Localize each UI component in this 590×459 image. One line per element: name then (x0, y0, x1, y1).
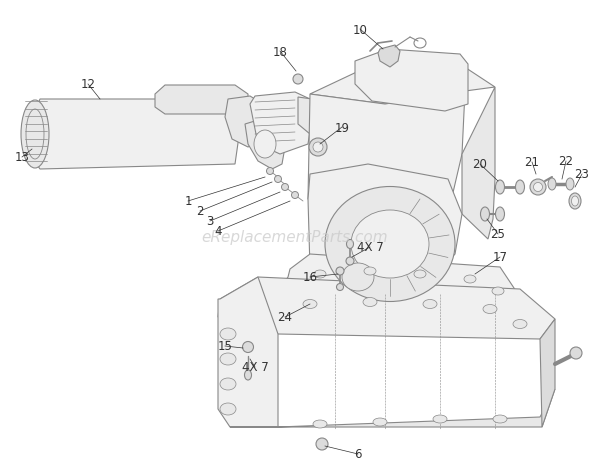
Ellipse shape (336, 284, 343, 291)
Ellipse shape (267, 168, 274, 175)
Ellipse shape (496, 207, 504, 222)
Polygon shape (245, 118, 285, 170)
Polygon shape (155, 86, 248, 115)
Ellipse shape (493, 415, 507, 423)
Polygon shape (225, 97, 272, 148)
Ellipse shape (363, 298, 377, 307)
Ellipse shape (336, 268, 344, 275)
Text: 2: 2 (196, 205, 204, 218)
Text: 25: 25 (490, 228, 506, 241)
Ellipse shape (492, 287, 504, 295)
Ellipse shape (220, 403, 236, 415)
Ellipse shape (325, 187, 455, 302)
Text: 23: 23 (575, 168, 589, 181)
Text: 18: 18 (273, 45, 287, 58)
Text: 10: 10 (353, 23, 368, 36)
Ellipse shape (483, 305, 497, 314)
Ellipse shape (566, 179, 574, 190)
Ellipse shape (464, 275, 476, 283)
Text: 12: 12 (80, 78, 96, 91)
Ellipse shape (281, 184, 289, 191)
Polygon shape (22, 100, 240, 170)
Ellipse shape (220, 328, 236, 340)
Ellipse shape (569, 194, 581, 210)
Text: 19: 19 (335, 121, 349, 134)
Ellipse shape (346, 240, 353, 249)
Text: 4X 7: 4X 7 (242, 361, 268, 374)
Ellipse shape (313, 143, 323, 153)
Ellipse shape (433, 415, 447, 423)
Ellipse shape (480, 207, 490, 222)
Ellipse shape (316, 438, 328, 450)
Ellipse shape (313, 420, 327, 428)
Ellipse shape (533, 183, 542, 192)
Polygon shape (218, 277, 555, 339)
Ellipse shape (291, 192, 299, 199)
Ellipse shape (21, 101, 49, 168)
Polygon shape (340, 249, 385, 302)
Text: 1: 1 (184, 195, 192, 208)
Text: 6: 6 (354, 448, 362, 459)
Ellipse shape (513, 320, 527, 329)
Ellipse shape (548, 179, 556, 190)
Ellipse shape (351, 211, 429, 279)
Ellipse shape (274, 176, 281, 183)
Ellipse shape (364, 268, 376, 275)
Polygon shape (310, 62, 495, 105)
Polygon shape (308, 92, 465, 228)
Ellipse shape (242, 342, 254, 353)
Text: eReplacementParts.com: eReplacementParts.com (202, 230, 388, 245)
Text: 4X 7: 4X 7 (356, 241, 384, 254)
Polygon shape (230, 389, 555, 427)
Ellipse shape (346, 257, 354, 265)
Ellipse shape (496, 180, 504, 195)
Polygon shape (218, 277, 278, 427)
Ellipse shape (220, 378, 236, 390)
Text: 16: 16 (303, 271, 317, 284)
Ellipse shape (314, 270, 326, 279)
Text: 4: 4 (214, 225, 222, 238)
Polygon shape (298, 98, 320, 134)
Polygon shape (250, 93, 312, 155)
Ellipse shape (293, 75, 303, 85)
Polygon shape (462, 88, 495, 240)
Ellipse shape (423, 300, 437, 309)
Text: 22: 22 (559, 155, 573, 168)
Polygon shape (355, 50, 468, 112)
Polygon shape (308, 165, 462, 294)
Text: 15: 15 (218, 340, 232, 353)
Text: 20: 20 (473, 158, 487, 171)
Ellipse shape (373, 418, 387, 426)
Ellipse shape (309, 139, 327, 157)
Text: 21: 21 (525, 156, 539, 169)
Ellipse shape (516, 180, 525, 195)
Polygon shape (278, 254, 520, 319)
Polygon shape (378, 46, 400, 68)
Ellipse shape (414, 270, 426, 279)
Ellipse shape (570, 347, 582, 359)
Ellipse shape (530, 179, 546, 196)
Ellipse shape (342, 263, 374, 291)
Text: 3: 3 (206, 215, 214, 228)
Ellipse shape (244, 370, 251, 380)
Polygon shape (540, 319, 555, 427)
Ellipse shape (254, 131, 276, 159)
Text: 24: 24 (277, 311, 293, 324)
Ellipse shape (572, 196, 579, 207)
Text: 13: 13 (15, 151, 30, 164)
Ellipse shape (220, 353, 236, 365)
Text: 17: 17 (493, 251, 507, 264)
Ellipse shape (303, 300, 317, 309)
